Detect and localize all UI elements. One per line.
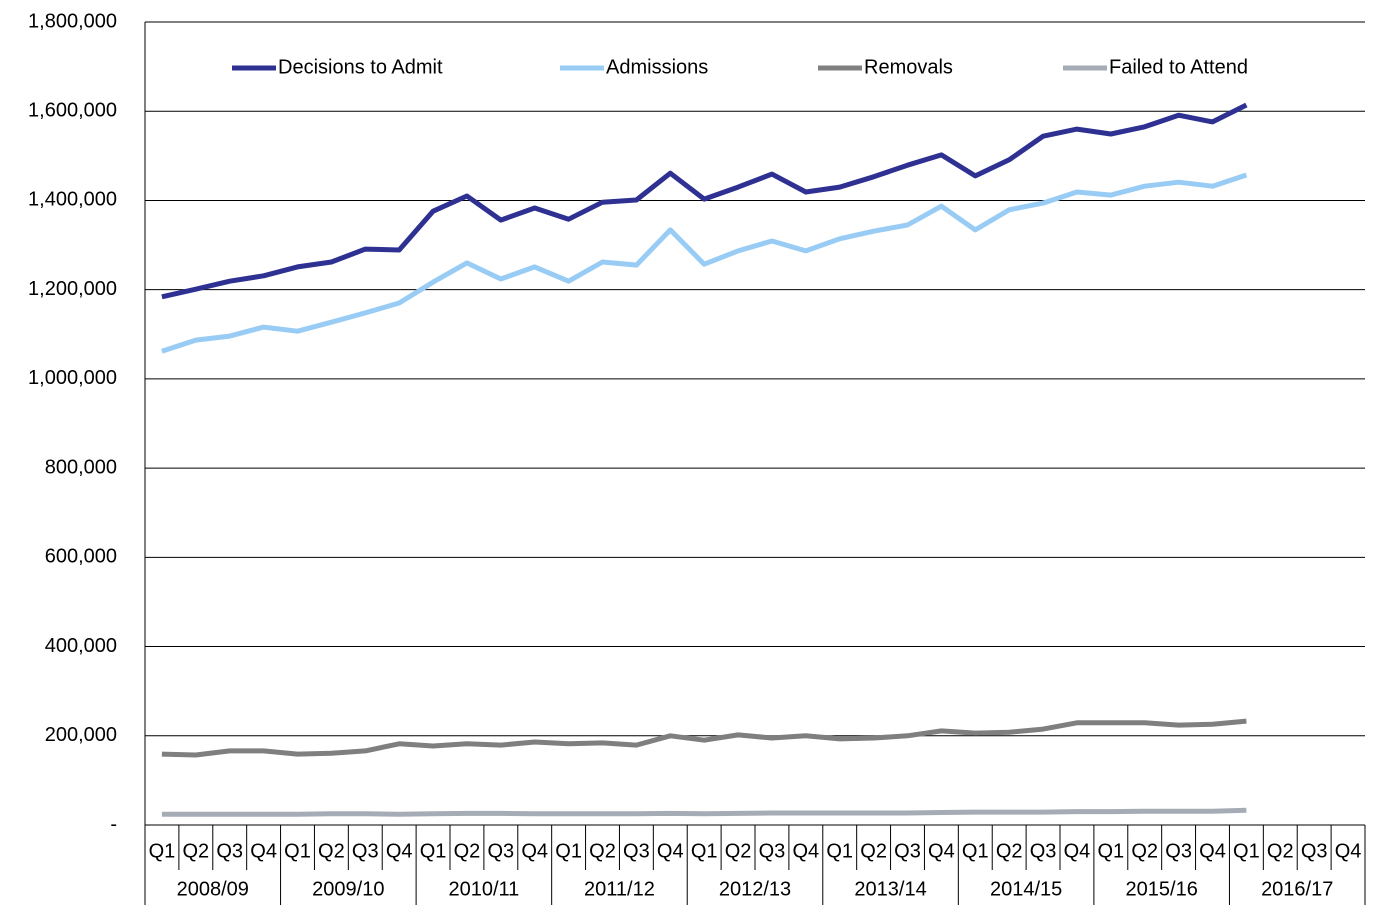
y-tick-label: 400,000 — [45, 635, 117, 657]
x-tick-label: Q1 — [284, 840, 311, 862]
x-tick-label: Q3 — [487, 840, 514, 862]
x-tick-label: Q3 — [759, 840, 786, 862]
x-tick-label: Q2 — [318, 840, 345, 862]
x-tick-label: Q3 — [894, 840, 921, 862]
y-tick-label: - — [110, 813, 117, 835]
x-tick-label: Q1 — [691, 840, 718, 862]
x-tick-label: Q2 — [996, 840, 1023, 862]
x-tick-label: Q2 — [860, 840, 887, 862]
series-line — [161, 102, 1248, 300]
x-tick-label: Q1 — [555, 840, 582, 862]
series-line — [161, 807, 1247, 817]
x-tick-label: Q1 — [420, 840, 447, 862]
x-tick-label: Q4 — [521, 840, 548, 862]
y-tick-label: 1,200,000 — [28, 278, 117, 300]
x-tick-label: Q3 — [1301, 840, 1328, 862]
x-tick-label: Q2 — [1267, 840, 1294, 862]
x-group-label: 2016/17 — [1261, 878, 1333, 900]
series-line — [161, 172, 1248, 354]
y-tick-label: 1,000,000 — [28, 367, 117, 389]
x-tick-label: Q1 — [826, 840, 853, 862]
x-tick-label: Q3 — [1165, 840, 1192, 862]
x-tick-label: Q1 — [962, 840, 989, 862]
x-tick-label: Q2 — [725, 840, 752, 862]
x-tick-label: Q2 — [182, 840, 209, 862]
x-tick-label: Q4 — [386, 840, 413, 862]
x-tick-label: Q4 — [250, 840, 277, 862]
y-tick-label: 800,000 — [45, 456, 117, 478]
x-tick-label: Q4 — [1199, 840, 1226, 862]
x-tick-label: Q2 — [1131, 840, 1158, 862]
y-tick-label: 600,000 — [45, 546, 117, 568]
x-tick-label: Q3 — [623, 840, 650, 862]
legend-label: Decisions to Admit — [278, 56, 443, 78]
x-tick-label: Q4 — [928, 840, 955, 862]
x-group-label: 2009/10 — [312, 878, 384, 900]
y-tick-label: 1,400,000 — [28, 189, 117, 211]
x-group-label: 2010/11 — [448, 878, 519, 900]
x-tick-label: Q1 — [1233, 840, 1260, 862]
legend-label: Admissions — [606, 56, 708, 78]
x-tick-label: Q3 — [1030, 840, 1057, 862]
x-group-label: 2014/15 — [990, 878, 1062, 900]
x-tick-label: Q2 — [454, 840, 481, 862]
x-tick-label: Q4 — [1335, 840, 1362, 862]
x-tick-label: Q1 — [149, 840, 176, 862]
y-tick-label: 1,600,000 — [28, 100, 117, 122]
x-group-label: 2012/13 — [719, 878, 791, 900]
x-group-label: 2013/14 — [854, 878, 926, 900]
legend-label: Failed to Attend — [1109, 56, 1248, 78]
y-tick-label: 1,800,000 — [28, 10, 117, 32]
x-tick-label: Q3 — [216, 840, 243, 862]
x-group-label: 2011/12 — [584, 878, 655, 900]
y-tick-label: 200,000 — [45, 724, 117, 746]
x-tick-label: Q2 — [589, 840, 616, 862]
legend-label: Removals — [864, 56, 953, 78]
x-tick-label: Q4 — [1064, 840, 1091, 862]
x-tick-label: Q3 — [352, 840, 379, 862]
x-tick-label: Q4 — [657, 840, 684, 862]
x-tick-label: Q4 — [792, 840, 819, 862]
series-line — [161, 718, 1247, 758]
x-tick-label: Q1 — [1097, 840, 1124, 862]
x-group-label: 2015/16 — [1126, 878, 1198, 900]
x-group-label: 2008/09 — [177, 878, 249, 900]
